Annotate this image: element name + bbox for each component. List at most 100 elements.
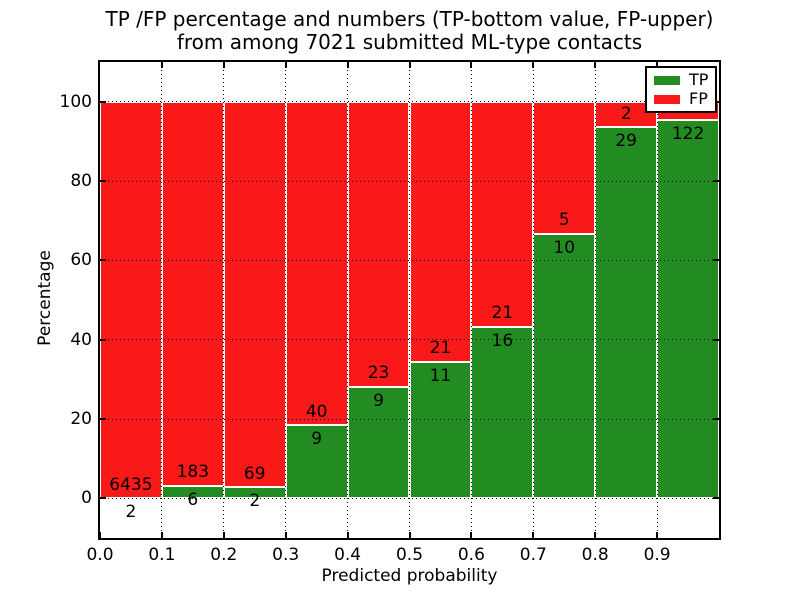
- tick-mark: [408, 62, 411, 68]
- tick-mark: [346, 62, 349, 68]
- tick-mark: [100, 497, 106, 500]
- tick-mark: [99, 532, 101, 538]
- fp-bar-segment: [161, 101, 224, 486]
- tick-mark: [100, 180, 106, 182]
- tick-mark: [713, 180, 719, 182]
- tp-count-label: 2: [125, 502, 137, 523]
- tick-mark: [532, 532, 535, 538]
- fp-bar-segment: [285, 101, 348, 426]
- tick-mark: [656, 62, 659, 68]
- chart-title-line2: from among 7021 submitted ML-type contac…: [176, 30, 643, 54]
- v-gridline: [409, 62, 410, 538]
- tick-mark: [408, 532, 411, 538]
- legend: TP FP: [645, 66, 717, 113]
- tick-mark: [713, 259, 719, 262]
- tp-bar-segment: [471, 326, 534, 499]
- tp-bar-segment: [347, 386, 410, 499]
- fp-count-label: 40: [305, 401, 328, 422]
- fp-count-label: 23: [367, 363, 390, 384]
- x-tick-label: 0.3: [272, 545, 300, 565]
- tick-mark: [284, 532, 287, 538]
- fp-count-label: 6435: [109, 474, 153, 495]
- tick-mark: [594, 62, 597, 68]
- fp-count-label: 69: [243, 463, 266, 484]
- x-tick-label: 0.4: [334, 545, 362, 565]
- tp-count-label: 11: [429, 365, 452, 386]
- tp-legend-swatch: [654, 75, 680, 85]
- tp-bar-segment: [285, 425, 348, 499]
- tick-mark: [346, 532, 349, 538]
- tp-count-label: 29: [615, 131, 637, 152]
- v-gridline: [347, 62, 349, 538]
- tick-mark: [532, 62, 535, 68]
- tp-count-label: 9: [311, 429, 323, 450]
- tick-mark: [284, 62, 287, 68]
- tp-bar-segment: [595, 127, 658, 499]
- tp-count-label: 10: [553, 237, 576, 258]
- fp-bar-segment: [100, 101, 162, 499]
- plot-area: 6435 2 183 6 69 2 40 9 23 9 21 11 21 16 5 10 2 29 122: [98, 60, 721, 540]
- fp-legend-label: FP: [689, 89, 708, 108]
- tick-mark: [160, 532, 163, 538]
- tp-bar-segment: [533, 233, 596, 499]
- tp-count-label: 9: [373, 390, 384, 411]
- tick-mark: [594, 532, 597, 538]
- tick-mark: [160, 62, 163, 68]
- tick-mark: [100, 338, 106, 341]
- v-gridline: [594, 62, 596, 538]
- fp-count-label: 21: [429, 338, 452, 359]
- v-gridline: [161, 62, 163, 538]
- x-tick-label: 0.0: [86, 545, 114, 565]
- fp-bar-segment: [223, 101, 286, 488]
- y-tick-label: 0: [81, 488, 92, 509]
- x-tick-label: 0.8: [581, 545, 609, 565]
- v-gridline: [223, 62, 225, 538]
- y-tick-label: 40: [70, 329, 92, 350]
- x-axis-label: Predicted probability: [321, 566, 498, 586]
- fp-count-label: 5: [558, 210, 570, 231]
- tp-count-label: 122: [671, 124, 705, 145]
- tick-mark: [222, 62, 225, 68]
- chart-title: TP /FP percentage and numbers (TP-bottom…: [98, 8, 721, 54]
- x-tick-label: 0.9: [643, 545, 671, 565]
- x-tick-label: 0.6: [457, 545, 485, 565]
- fp-bar-segment: [471, 101, 534, 327]
- v-gridline: [285, 62, 287, 538]
- x-tick-label: 0.5: [395, 545, 424, 565]
- v-gridline: [532, 62, 534, 538]
- legend-item-tp: TP: [647, 70, 715, 89]
- fp-count-label: 21: [491, 303, 514, 324]
- y-tick-label: 60: [70, 250, 92, 271]
- y-axis-label-wrap: Percentage: [30, 60, 60, 536]
- v-gridline: [470, 62, 472, 538]
- tick-mark: [470, 62, 473, 68]
- tick-mark: [100, 259, 106, 262]
- x-tick-label: 0.7: [519, 545, 547, 565]
- tp-count-label: 2: [249, 491, 261, 512]
- tp-count-label: 6: [187, 489, 199, 510]
- y-tick-label: 20: [70, 409, 92, 429]
- tick-mark: [100, 100, 106, 103]
- x-tick-label: 0.1: [148, 545, 176, 565]
- tick-mark: [222, 532, 225, 538]
- y-tick-label: 100: [59, 91, 92, 112]
- tp-legend-label: TP: [689, 70, 709, 89]
- fp-legend-swatch: [654, 94, 680, 104]
- tick-mark: [713, 338, 719, 341]
- tp-count-label: 16: [491, 330, 514, 351]
- fp-count-label: 183: [176, 462, 210, 483]
- tick-mark: [713, 418, 719, 420]
- tick-mark: [713, 497, 719, 500]
- y-tick-label: 80: [70, 171, 92, 191]
- x-tick-label: 0.2: [210, 545, 238, 565]
- legend-item-fp: FP: [647, 89, 715, 108]
- tp-bar-segment: [657, 120, 719, 499]
- chart-title-line1: TP /FP percentage and numbers (TP-bottom…: [105, 7, 714, 31]
- tick-mark: [656, 532, 659, 538]
- v-gridline: [656, 62, 658, 538]
- fp-bar-segment: [409, 101, 472, 362]
- fp-count-label: 2: [620, 103, 632, 124]
- tick-mark: [100, 418, 106, 420]
- fp-bar-segment: [347, 101, 410, 387]
